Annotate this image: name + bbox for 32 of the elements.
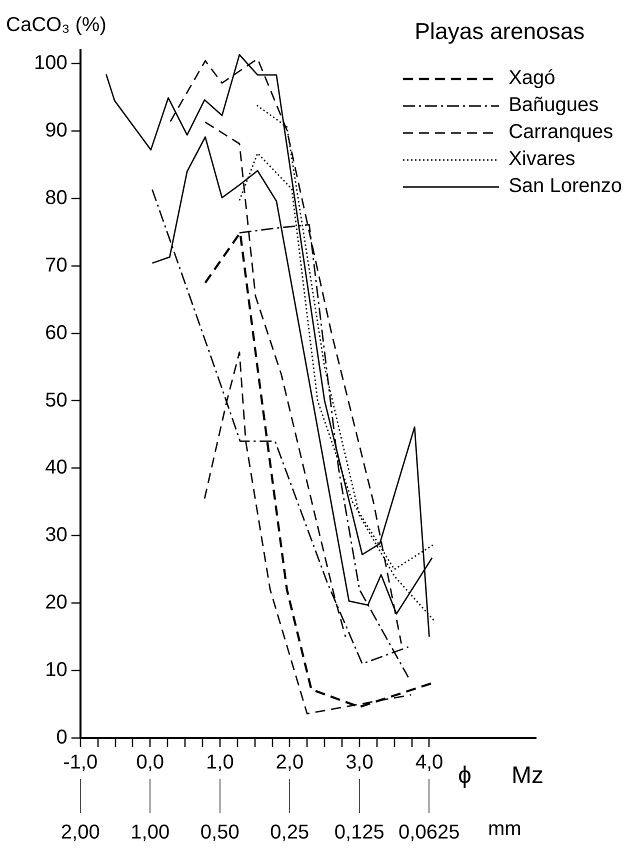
x-tick-label: 2,0 (276, 752, 304, 774)
y-tick-label: 50 (45, 389, 68, 412)
y-tick-label: 20 (45, 592, 68, 614)
x-axis-title: ϕ Mz (458, 762, 544, 790)
x2-tick-label: 0,50 (200, 822, 240, 844)
y-axis-title: CaCO₃ (%) (6, 14, 106, 37)
y-tick-label: 60 (45, 322, 68, 344)
y-tick-label: 80 (45, 186, 68, 209)
y-tick-label: 0 (56, 726, 68, 749)
x2-tick-label: 0,125 (334, 822, 384, 844)
x2-tick-label: 0,25 (270, 822, 310, 844)
y-tick-label: 30 (45, 524, 68, 546)
legend-label: San Lorenzo (508, 175, 622, 198)
y-tick-label: 90 (45, 119, 68, 142)
legend-label: Bañugues (508, 94, 599, 117)
legend-label: Xivares (508, 148, 576, 171)
x2-axis-title: mm (488, 818, 522, 841)
y-tick-label: 10 (45, 659, 68, 682)
y-tick-label: 100 (34, 52, 68, 74)
x-tick-label: -1,0 (63, 752, 98, 774)
x2-tick-label: 2,00 (60, 822, 100, 844)
x-tick-label: 0,0 (136, 752, 164, 774)
x-tick-label: 4,0 (415, 752, 444, 774)
y-tick-label: 70 (45, 254, 68, 276)
x2-tick-label: 0,0625 (398, 822, 460, 844)
legend-label: Xagó (508, 67, 556, 90)
x-tick-label: 3,0 (346, 752, 374, 774)
legend-label: Carranques (508, 121, 614, 144)
legend-title: Playas arenosas (414, 18, 586, 45)
x-tick-label: 1,0 (206, 752, 234, 774)
y-tick-label: 40 (45, 456, 68, 479)
x2-tick-label: 1,00 (130, 822, 170, 844)
